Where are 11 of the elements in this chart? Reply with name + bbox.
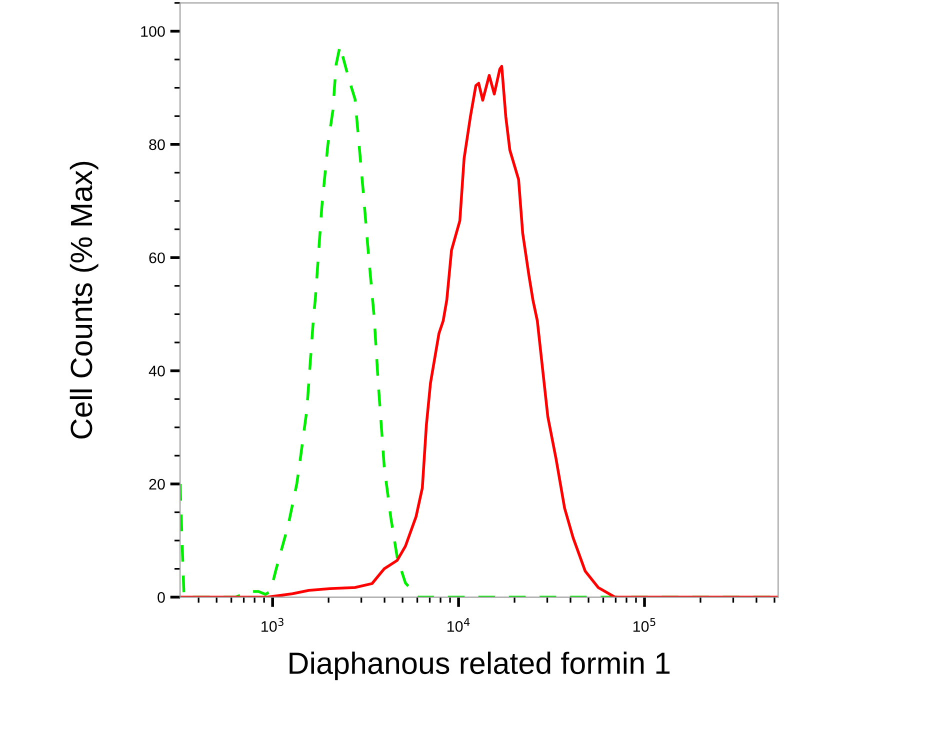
y-axis-title: Cell Counts (% Max) <box>70 162 98 439</box>
x-tick-label: 10$^{4}$ <box>447 618 470 632</box>
y-tick-label: 80 <box>149 139 165 150</box>
y-tick-label: 0 <box>158 592 165 603</box>
x-tick-label: 10$^{3}$ <box>262 618 284 632</box>
y-tick-label: 100 <box>141 26 165 37</box>
y-tick-label: 40 <box>148 366 165 376</box>
y-tick-label: 60 <box>149 252 165 264</box>
x-tick-label: 10$^{5}$ <box>633 618 656 632</box>
x-axis-title: Diaphanous related formin 1 <box>290 652 670 680</box>
y-tick-label: 20 <box>149 478 165 490</box>
